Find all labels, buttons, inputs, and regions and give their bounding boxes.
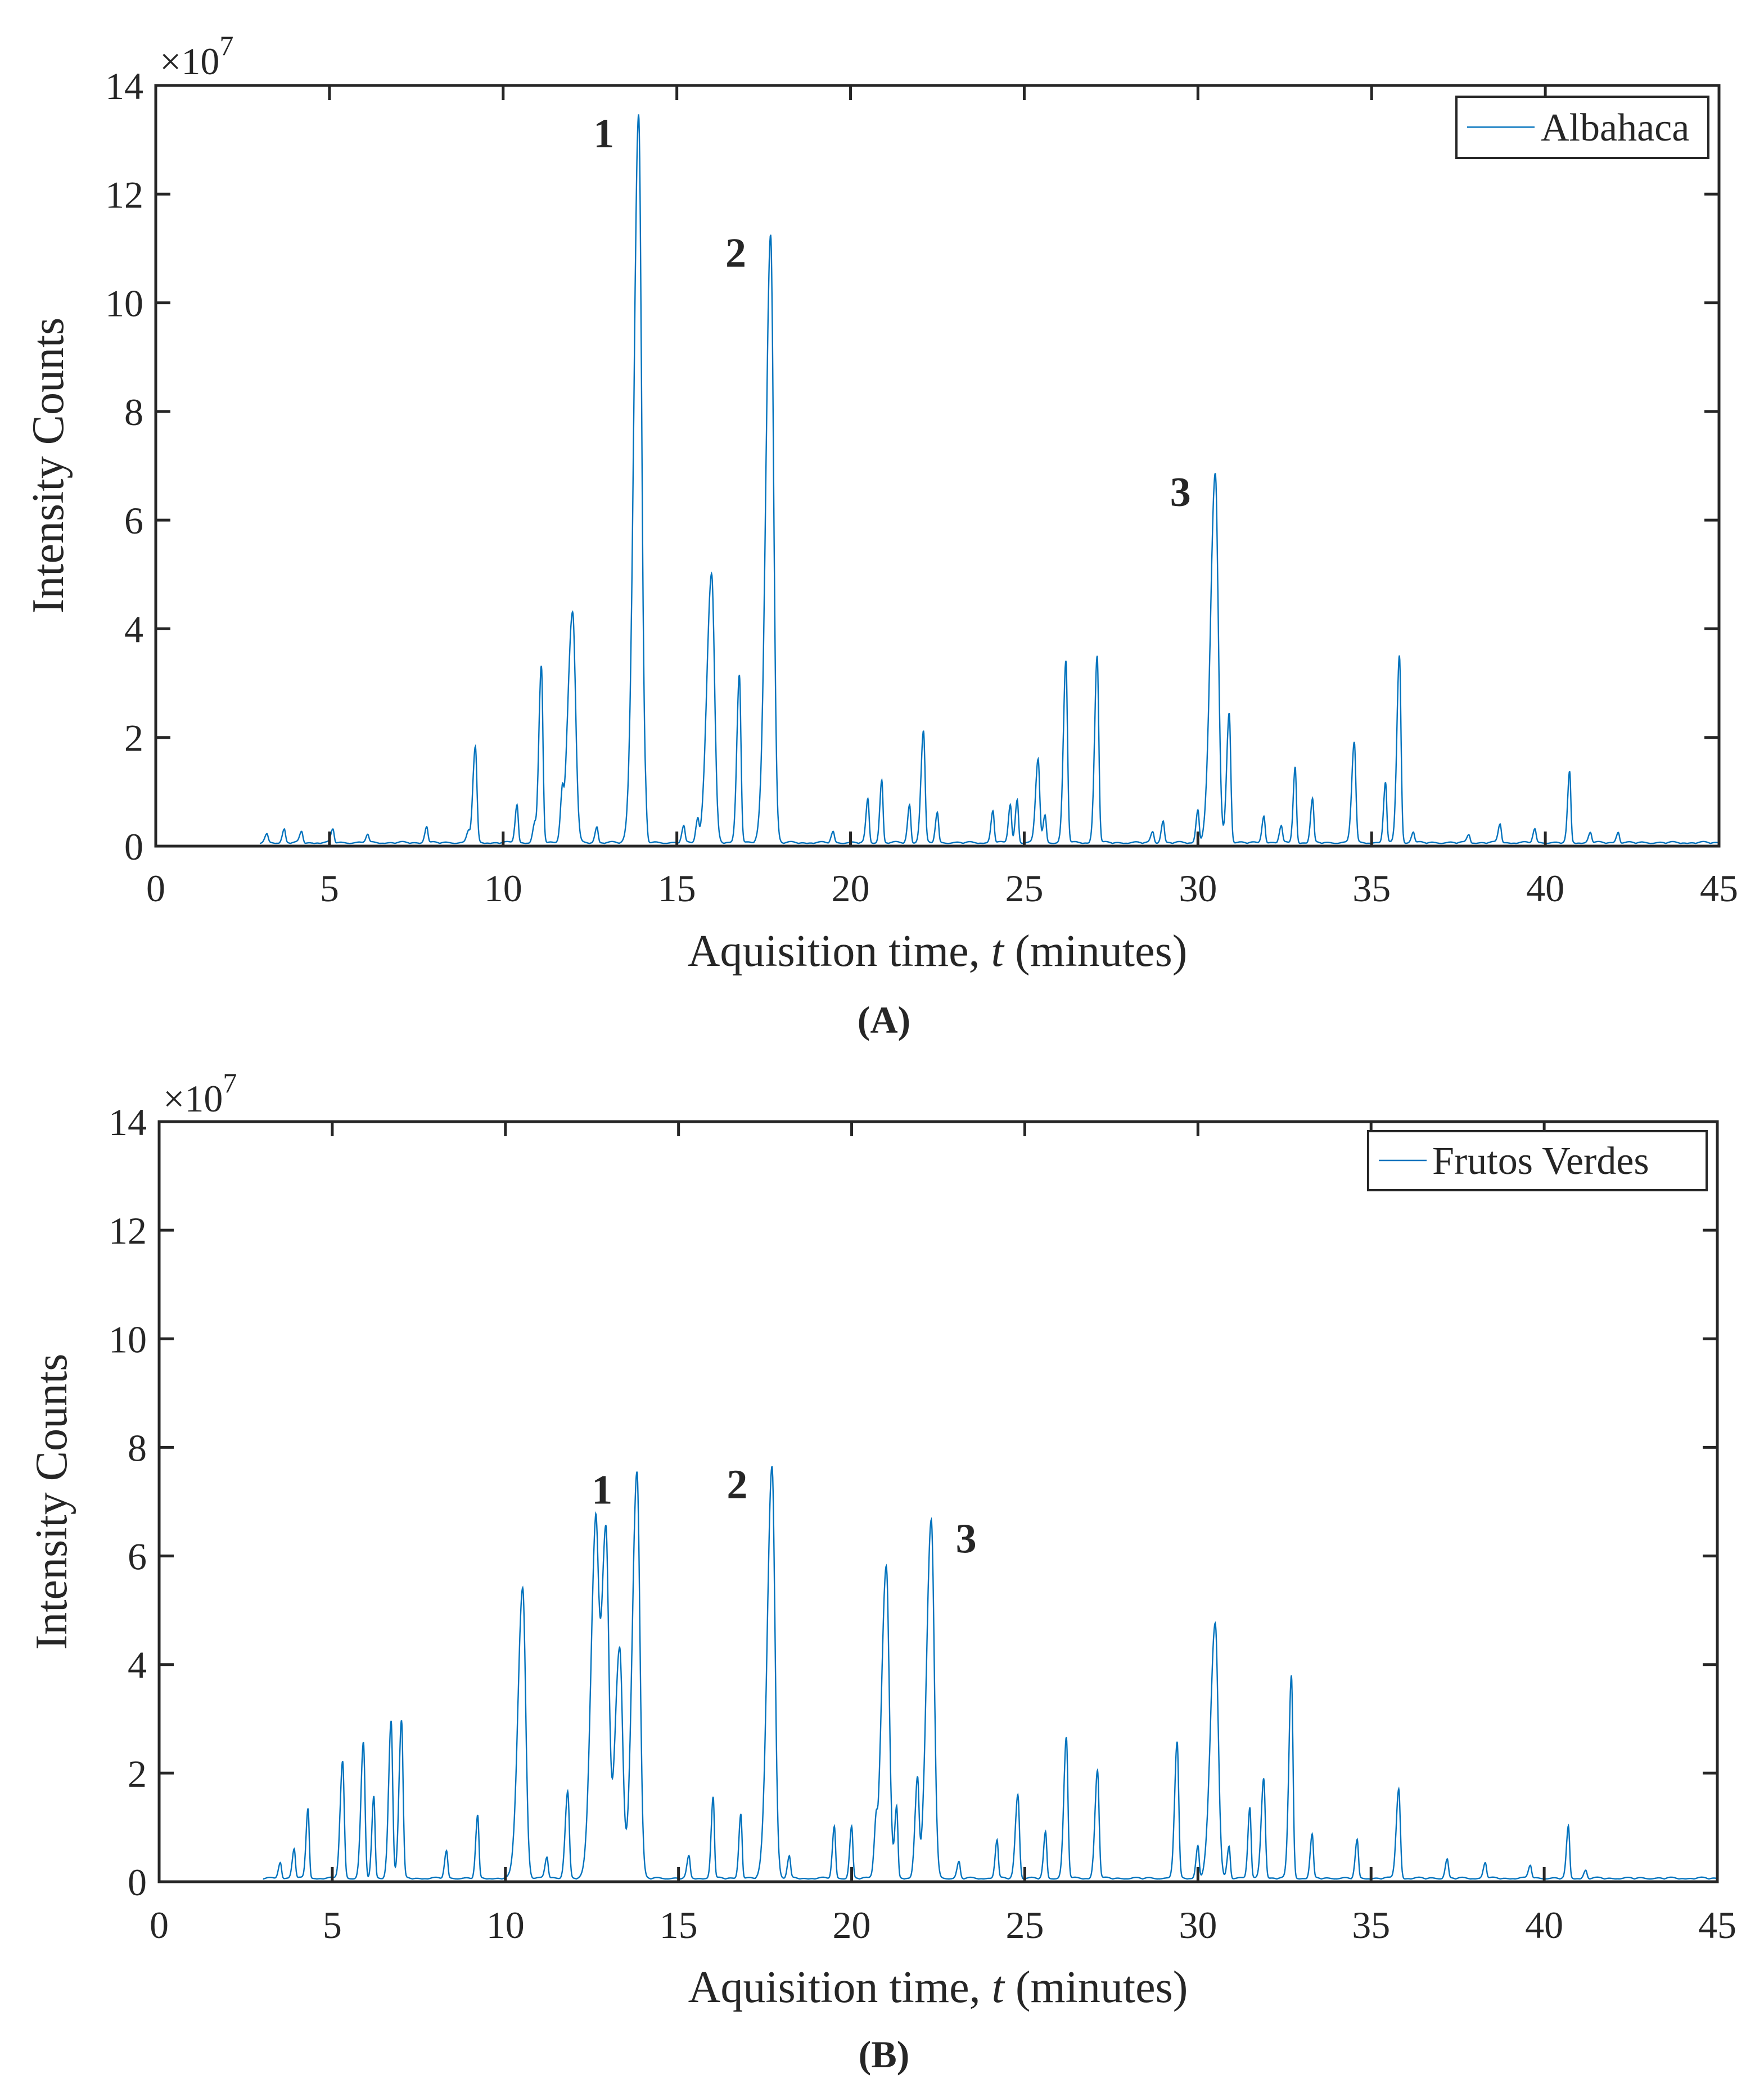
x-tick-label: 40 <box>1525 1904 1563 1946</box>
legend: Frutos Verdes <box>1367 1130 1708 1191</box>
panel-label-a: (A) <box>858 998 910 1041</box>
chart-line-frutos-verdes <box>263 1466 1718 1880</box>
x-tick-label: 30 <box>1179 867 1217 910</box>
y-tick-label: 6 <box>124 499 143 542</box>
peak-label: 1 <box>592 1467 612 1513</box>
x-tick-label: 20 <box>832 867 870 910</box>
x-tick-label: 15 <box>658 867 696 910</box>
peak-label: 2 <box>727 1462 747 1508</box>
x-tick-label: 40 <box>1526 867 1564 910</box>
y-multiplier-label: ×107 <box>160 30 233 83</box>
y-tick-label: 8 <box>124 391 143 433</box>
panel-label-b: (B) <box>859 2033 910 2076</box>
legend: Albahaca <box>1455 96 1709 159</box>
y-tick-label: 4 <box>128 1644 147 1687</box>
x-tick-label: 25 <box>1005 1904 1044 1946</box>
y-tick-label: 2 <box>124 717 143 760</box>
y-tick-label: 2 <box>128 1752 147 1795</box>
y-tick-label: 8 <box>128 1426 147 1469</box>
peak-label: 3 <box>956 1516 977 1562</box>
y-tick-label: 12 <box>105 173 143 216</box>
chart-line-albahaca <box>259 114 1720 844</box>
peak-label: 3 <box>1170 469 1191 516</box>
peak-annotations: 1 2 3 <box>593 111 1191 516</box>
y-tick-label: 12 <box>109 1209 147 1252</box>
x-tick-label: 30 <box>1179 1904 1217 1946</box>
x-tick-label: 20 <box>833 1904 871 1946</box>
legend-label-frutos-verdes: Frutos Verdes <box>1432 1140 1649 1183</box>
y-tick-label: 6 <box>128 1535 147 1578</box>
x-axis-label: Aquisition time, t (minutes) <box>688 1963 1188 2012</box>
y-tick-label: 0 <box>124 825 143 868</box>
x-axis-label: Aquisition time, t (minutes) <box>688 927 1188 976</box>
x-tick-label: 45 <box>1698 1904 1736 1946</box>
y-axis-label: Intensity Counts <box>24 318 73 614</box>
x-tick-label: 10 <box>486 1904 525 1946</box>
x-tick-label: 0 <box>150 1904 169 1946</box>
legend-label-albahaca: Albahaca <box>1541 106 1689 150</box>
x-tick-label: 25 <box>1005 867 1043 910</box>
x-tick-label: 35 <box>1352 1904 1390 1946</box>
x-tick-label: 10 <box>484 867 522 910</box>
x-tick-label: 15 <box>660 1904 698 1946</box>
y-axis-label: Intensity Counts <box>27 1354 76 1650</box>
x-tick-label: 5 <box>323 1904 342 1946</box>
y-tick-label: 4 <box>124 608 143 650</box>
y-tick-label: 10 <box>105 282 143 325</box>
y-tick-label: 14 <box>105 65 143 107</box>
x-tick-label: 0 <box>146 867 165 910</box>
plot-frame <box>154 84 1721 848</box>
y-tick-label: 0 <box>128 1861 147 1904</box>
plot-frame <box>157 1120 1719 1883</box>
peak-label: 1 <box>593 111 614 157</box>
x-tick-label: 5 <box>320 867 339 910</box>
peak-annotations: 1 2 3 <box>592 1462 976 1562</box>
y-multiplier-label: ×107 <box>163 1067 237 1120</box>
y-tick-label: 14 <box>109 1101 147 1144</box>
peak-label: 2 <box>725 231 746 277</box>
x-tick-label: 45 <box>1700 867 1738 910</box>
y-tick-label: 10 <box>109 1318 147 1361</box>
x-tick-label: 35 <box>1352 867 1391 910</box>
